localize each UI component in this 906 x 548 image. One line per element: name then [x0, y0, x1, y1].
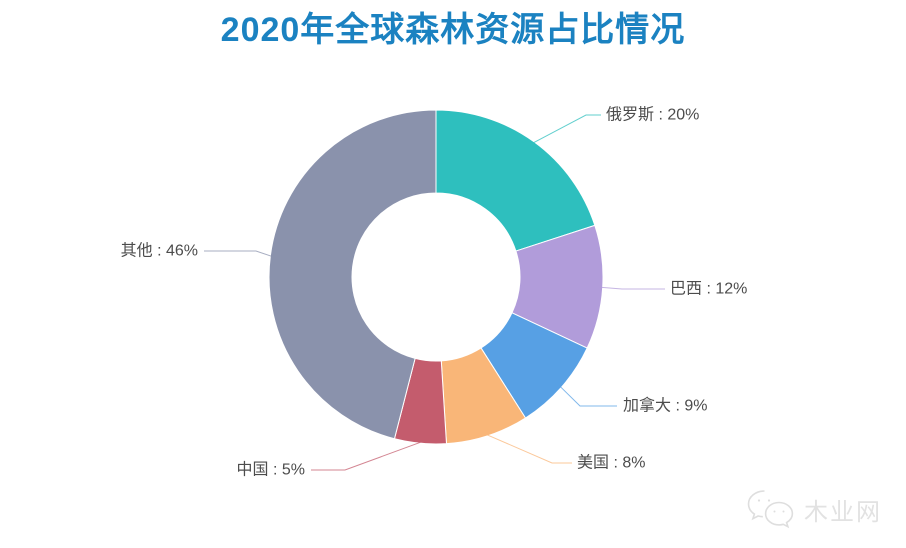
watermark-text: 木业网 [804, 498, 882, 526]
leader-lines [204, 114, 665, 471]
slice-label-3: 美国 : 8% [577, 454, 645, 472]
page-title: 2020年全球森林资源占比情况 [220, 11, 686, 49]
pie-slice-0[interactable] [435, 109, 596, 252]
leader-line-3 [487, 434, 572, 464]
leader-line-5 [204, 250, 272, 257]
leader-line-2 [560, 386, 617, 407]
slice-label-1: 巴西 : 12% [670, 281, 747, 298]
slice-label-5: 其他 : 46% [121, 242, 198, 260]
leader-line-1 [601, 286, 665, 290]
slice-labels: 俄罗斯 : 20% 巴西 : 12% 加拿大 : 9% 美国 : 8% 中国 : 5% 其… [121, 106, 748, 479]
leader-line-4 [311, 441, 421, 471]
watermark: 木业网 [746, 488, 882, 530]
pie-slice-5[interactable] [268, 109, 437, 440]
wechat-icon [747, 490, 794, 529]
slice-label-2: 加拿大 : 9% [623, 396, 707, 415]
slice-label-4: 中国 : 5% [237, 461, 305, 479]
leader-line-0 [533, 114, 601, 144]
pie-slices [268, 109, 604, 445]
slice-label-0: 俄罗斯 : 20% [606, 106, 699, 124]
